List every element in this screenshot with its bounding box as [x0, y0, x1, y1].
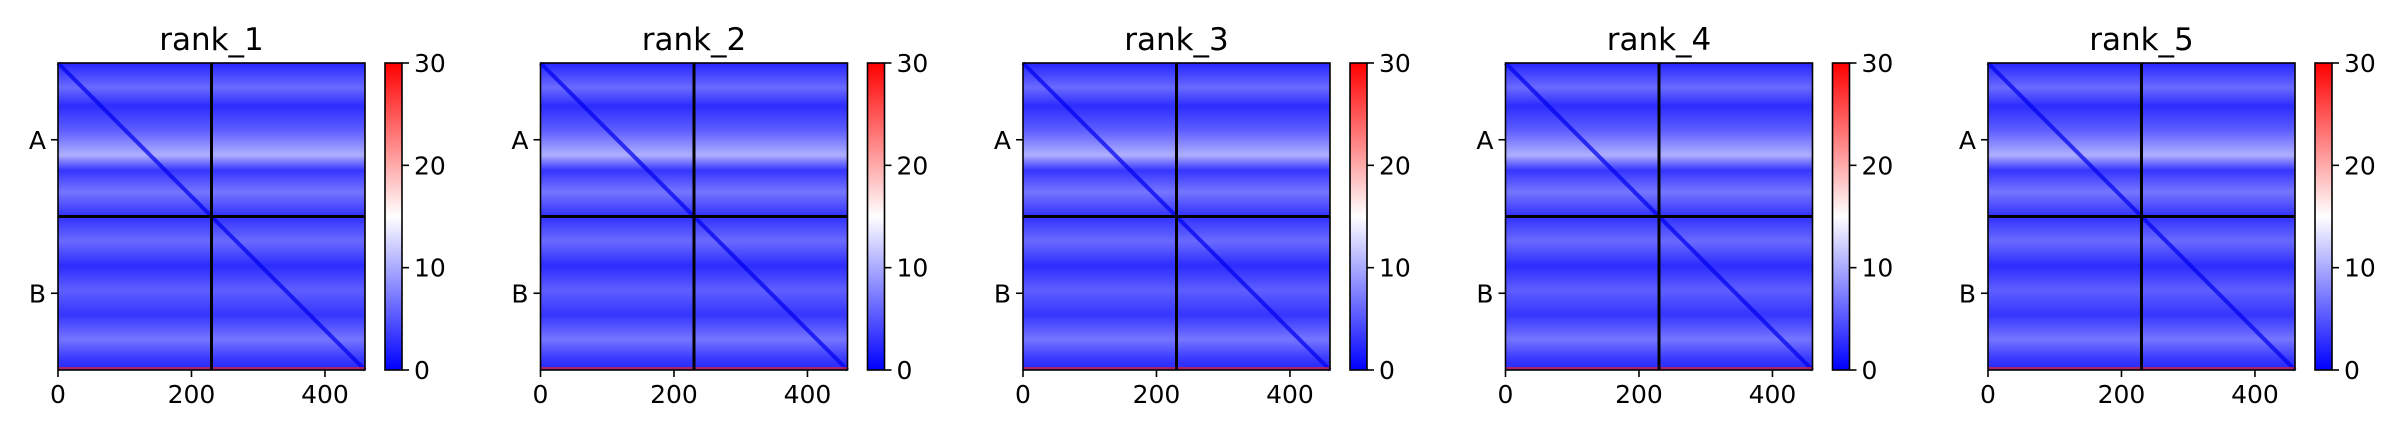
colorbar-tick-label: 10: [1379, 254, 1411, 283]
colorbar-gradient: [866, 62, 886, 371]
x-tick-label: 0: [50, 380, 66, 409]
axes-frame: [1022, 62, 1331, 371]
axes-frame: [539, 62, 849, 371]
y-tick-label: B: [511, 279, 528, 308]
colorbar-gradient: [1831, 62, 1851, 371]
y-tick-label: A: [29, 126, 46, 155]
heatmap-panel-5: rank_5 0 200 400 A B 0 10 20 30: [1959, 22, 2376, 409]
diagonal-b: [1175, 215, 1332, 372]
diagonal-a: [539, 61, 696, 218]
x-tick-label: 400: [301, 380, 349, 409]
colorbar-tick-label: 30: [414, 49, 446, 78]
colorbar-tick-label: 20: [897, 151, 929, 180]
colorbar-tick-label: 30: [2344, 49, 2376, 78]
panel-title: rank_1: [159, 22, 264, 58]
diagonal-a: [1986, 61, 2143, 218]
colorbar-tick-label: 30: [897, 49, 929, 78]
x-tick-label: 0: [1498, 380, 1514, 409]
panel-title: rank_3: [1124, 22, 1229, 58]
axes-frame: [57, 62, 366, 371]
colorbar-tick-label: 0: [1862, 356, 1878, 385]
y-tick-label: B: [994, 279, 1011, 308]
x-tick-label: 0: [1015, 380, 1031, 409]
colorbar-tick-label: 30: [1379, 49, 1411, 78]
diagonal-b: [1657, 215, 1814, 372]
colorbar: 0 10 20 30: [866, 49, 929, 385]
colorbar-tick-label: 10: [897, 254, 929, 283]
heatmap-panel-4: rank_4 0 200 400 A B 0 10 20 30: [1476, 22, 1893, 409]
diagonal-b: [692, 215, 849, 372]
panel-title: rank_4: [1607, 22, 1712, 58]
x-tick-label: 0: [1980, 380, 1996, 409]
x-tick-label: 400: [784, 380, 832, 409]
diagonal-a: [56, 61, 213, 218]
colorbar-tick-label: 20: [1862, 151, 1894, 180]
y-tick-label: B: [1959, 279, 1976, 308]
panel-title: rank_5: [2089, 22, 2194, 58]
colorbar-tick-label: 10: [414, 254, 446, 283]
y-tick-label: A: [1476, 126, 1493, 155]
colorbar-tick-label: 20: [2344, 151, 2376, 180]
heatmap-panel-2: rank_2 0 200 400 A B 0 10 20 30: [511, 22, 928, 409]
colorbar-tick-label: 0: [1379, 356, 1395, 385]
colorbar-tick-label: 0: [2344, 356, 2360, 385]
x-tick-label: 400: [2231, 380, 2279, 409]
colorbar: 0 10 20 30: [1831, 49, 1894, 385]
colorbar-tick-label: 0: [897, 356, 913, 385]
y-tick-label: B: [29, 279, 46, 308]
colorbar-gradient: [384, 62, 403, 371]
x-tick-label: 200: [1615, 380, 1663, 409]
colorbar: 0 10 20 30: [384, 49, 446, 385]
colorbar-gradient: [1349, 62, 1368, 371]
colorbar-tick-label: 20: [1379, 151, 1411, 180]
colorbar-tick-label: 10: [1862, 254, 1894, 283]
y-tick-label: A: [511, 126, 528, 155]
diagonal-a: [1021, 61, 1178, 218]
x-tick-label: 0: [533, 380, 549, 409]
colorbar-gradient: [2314, 62, 2333, 371]
colorbar: 0 10 20 30: [2314, 49, 2376, 385]
diagonal-b: [210, 215, 367, 372]
colorbar-tick-label: 0: [414, 356, 430, 385]
colorbar-tick-label: 10: [2344, 254, 2376, 283]
x-tick-label: 200: [168, 380, 216, 409]
heatmap-panel-3: rank_3 0 200 400 A B 0 10 20 30: [994, 22, 1411, 409]
panel-title: rank_2: [642, 22, 747, 58]
y-tick-label: B: [1476, 279, 1493, 308]
diagonal-a: [1504, 61, 1661, 218]
colorbar: 0 10 20 30: [1349, 49, 1411, 385]
y-tick-label: A: [994, 126, 1011, 155]
x-tick-label: 200: [1133, 380, 1181, 409]
colorbar-tick-label: 30: [1862, 49, 1894, 78]
x-tick-label: 200: [2098, 380, 2146, 409]
heatmap-panel-1: rank_1 0 200 400 A B 0 10 20 30: [29, 22, 446, 409]
axes-frame: [1987, 62, 2296, 371]
colorbar-tick-label: 20: [414, 151, 446, 180]
x-tick-label: 400: [1266, 380, 1314, 409]
x-tick-label: 200: [650, 380, 698, 409]
axes-frame: [1504, 62, 1814, 371]
y-tick-label: A: [1959, 126, 1976, 155]
diagonal-b: [2140, 215, 2297, 372]
x-tick-label: 400: [1749, 380, 1797, 409]
